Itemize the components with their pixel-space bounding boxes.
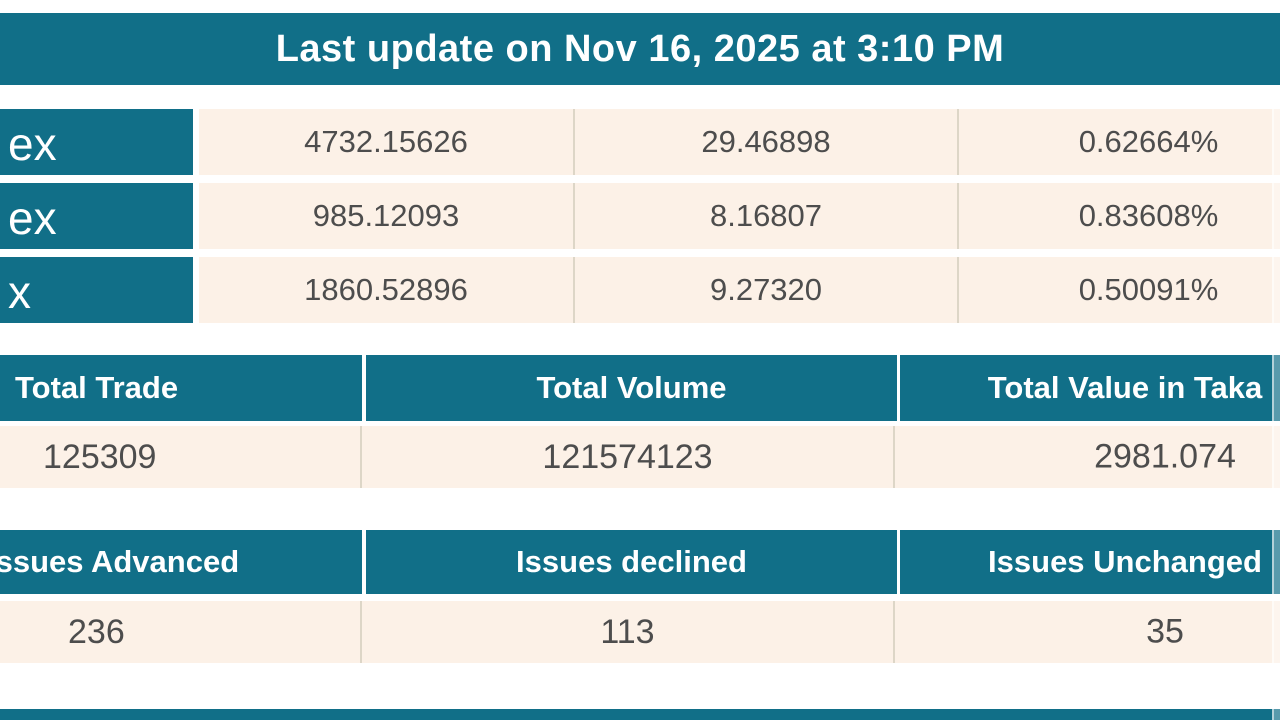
index-row-3: x 1860.52896 9.27320 0.50091% — [0, 257, 1280, 323]
totals-value-row: 125309 121574123 2981.074 — [0, 426, 1280, 488]
total-volume-header: Total Volume — [366, 355, 897, 421]
cell-divider — [193, 183, 199, 249]
cell-divider — [193, 109, 199, 175]
issues-advanced-value: 236 — [0, 601, 362, 663]
index-change-cell: 29.46898 — [575, 109, 959, 175]
index-name-link-cropped[interactable]: x — [8, 266, 31, 318]
index-name-link-cropped[interactable]: ex — [8, 118, 57, 170]
issues-declined-header: Issues declined — [366, 530, 897, 594]
total-volume-value: 121574123 — [362, 426, 895, 488]
issues-value-row: 236 113 35 — [0, 601, 1280, 663]
index-table: ex 4732.15626 29.46898 0.62664% ex 985.1… — [0, 109, 1280, 331]
index-change-percent-cell: 0.50091% — [959, 257, 1280, 323]
index-name-cell[interactable]: x — [0, 257, 193, 323]
total-value-header: Total Value in Taka — [900, 355, 1280, 421]
index-change-percent-cell: 0.83608% — [959, 183, 1280, 249]
last-update-banner: Last update on Nov 16, 2025 at 3:10 PM — [0, 13, 1280, 85]
total-trade-value: 125309 — [0, 426, 362, 488]
issues-unchanged-value: 35 — [895, 601, 1280, 663]
issues-advanced-header-text: Issues Advanced — [0, 544, 240, 579]
index-value-cell: 985.12093 — [199, 183, 575, 249]
index-value-cell: 4732.15626 — [199, 109, 575, 175]
index-name-cell[interactable]: ex — [0, 109, 193, 175]
index-change-cell: 8.16807 — [575, 183, 959, 249]
cell-divider — [193, 257, 199, 323]
bottom-teal-bar — [0, 709, 1280, 720]
total-value-value-text: 2981.074 — [1094, 437, 1236, 476]
total-value-value: 2981.074 — [895, 426, 1280, 488]
issues-unchanged-header-text: Issues Unchanged — [988, 544, 1262, 579]
issues-unchanged-header: Issues Unchanged — [900, 530, 1280, 594]
index-row-1: ex 4732.15626 29.46898 0.62664% — [0, 109, 1280, 175]
issues-unchanged-value-text: 35 — [1146, 612, 1184, 651]
index-name-link-cropped[interactable]: ex — [8, 192, 57, 244]
index-change-percent-cell: 0.62664% — [959, 109, 1280, 175]
issues-header-row: Issues Advanced Issues declined Issues U… — [0, 530, 1280, 594]
issues-declined-value: 113 — [362, 601, 895, 663]
index-value-cell: 1860.52896 — [199, 257, 575, 323]
issues-advanced-header: Issues Advanced — [0, 530, 362, 594]
index-name-cell[interactable]: ex — [0, 183, 193, 249]
last-update-text: Last update on Nov 16, 2025 at 3:10 PM — [275, 27, 1005, 70]
index-change-cell: 9.27320 — [575, 257, 959, 323]
index-row-2: ex 985.12093 8.16807 0.83608% — [0, 183, 1280, 249]
total-value-header-text: Total Value in Taka — [987, 370, 1263, 405]
total-trade-header: Total Trade — [0, 355, 362, 421]
totals-header-row: Total Trade Total Volume Total Value in … — [0, 355, 1280, 421]
